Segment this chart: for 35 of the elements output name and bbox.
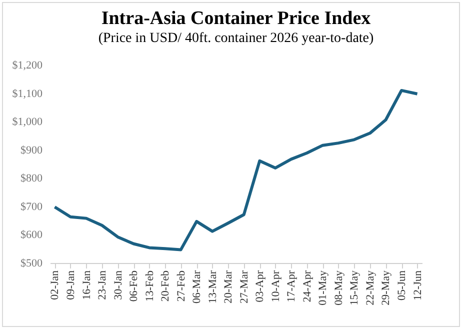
x-tick-label: 06-Feb	[128, 270, 140, 302]
x-tick-label: 10-Apr	[270, 270, 282, 302]
x-tick-label: 03-Apr	[254, 270, 266, 302]
x-tick-label: 02-Jan	[49, 270, 62, 300]
x-tick-label: 13-Mar	[206, 270, 219, 304]
x-tick-label: 24-Apr	[301, 270, 314, 302]
x-tick-label: 27-Mar	[238, 270, 250, 304]
x-tick-label: 17-Apr	[286, 270, 298, 302]
x-tick-label: 12-Jun	[412, 270, 424, 300]
y-tick-label: $1,200	[12, 60, 43, 72]
y-tick-label: $1,000	[12, 116, 43, 128]
y-tick-label: $900	[20, 144, 43, 156]
x-tick-label: 23-Jan	[96, 270, 109, 300]
x-tick-label: 20-Mar	[222, 270, 235, 304]
x-tick-label: 20-Feb	[160, 270, 172, 302]
x-tick-label: 09-Jan	[64, 270, 77, 300]
x-tick-label: 08-May	[332, 270, 345, 306]
y-tick-label: $1,100	[12, 88, 43, 100]
x-tick-label: 13-Feb	[144, 270, 156, 302]
y-tick-label: $700	[20, 200, 43, 213]
x-tick-label: 15-May	[348, 270, 361, 306]
x-tick-label: 16-Jan	[80, 270, 93, 300]
chart-title: Intra-Asia Container Price Index	[101, 8, 372, 29]
x-tick-label: 29-May	[380, 270, 392, 306]
chart-subtitle: (Price in USD/ 40ft. container 2026 year-to-date)	[98, 31, 374, 46]
x-tick-label: 01-May	[317, 270, 330, 306]
x-tick-label: 05-Jun	[396, 270, 408, 300]
x-tick-label: 27-Feb	[175, 270, 188, 302]
y-tick-label: $500	[20, 258, 43, 270]
line-series	[53, 88, 419, 252]
x-tick-label: 06-Mar	[191, 270, 204, 304]
x-tick-label: 22-May	[364, 270, 376, 306]
x-tick-label: 30-Jan	[112, 270, 124, 300]
y-tick-label: $800	[20, 172, 43, 185]
y-tick-label: $600	[20, 229, 43, 242]
